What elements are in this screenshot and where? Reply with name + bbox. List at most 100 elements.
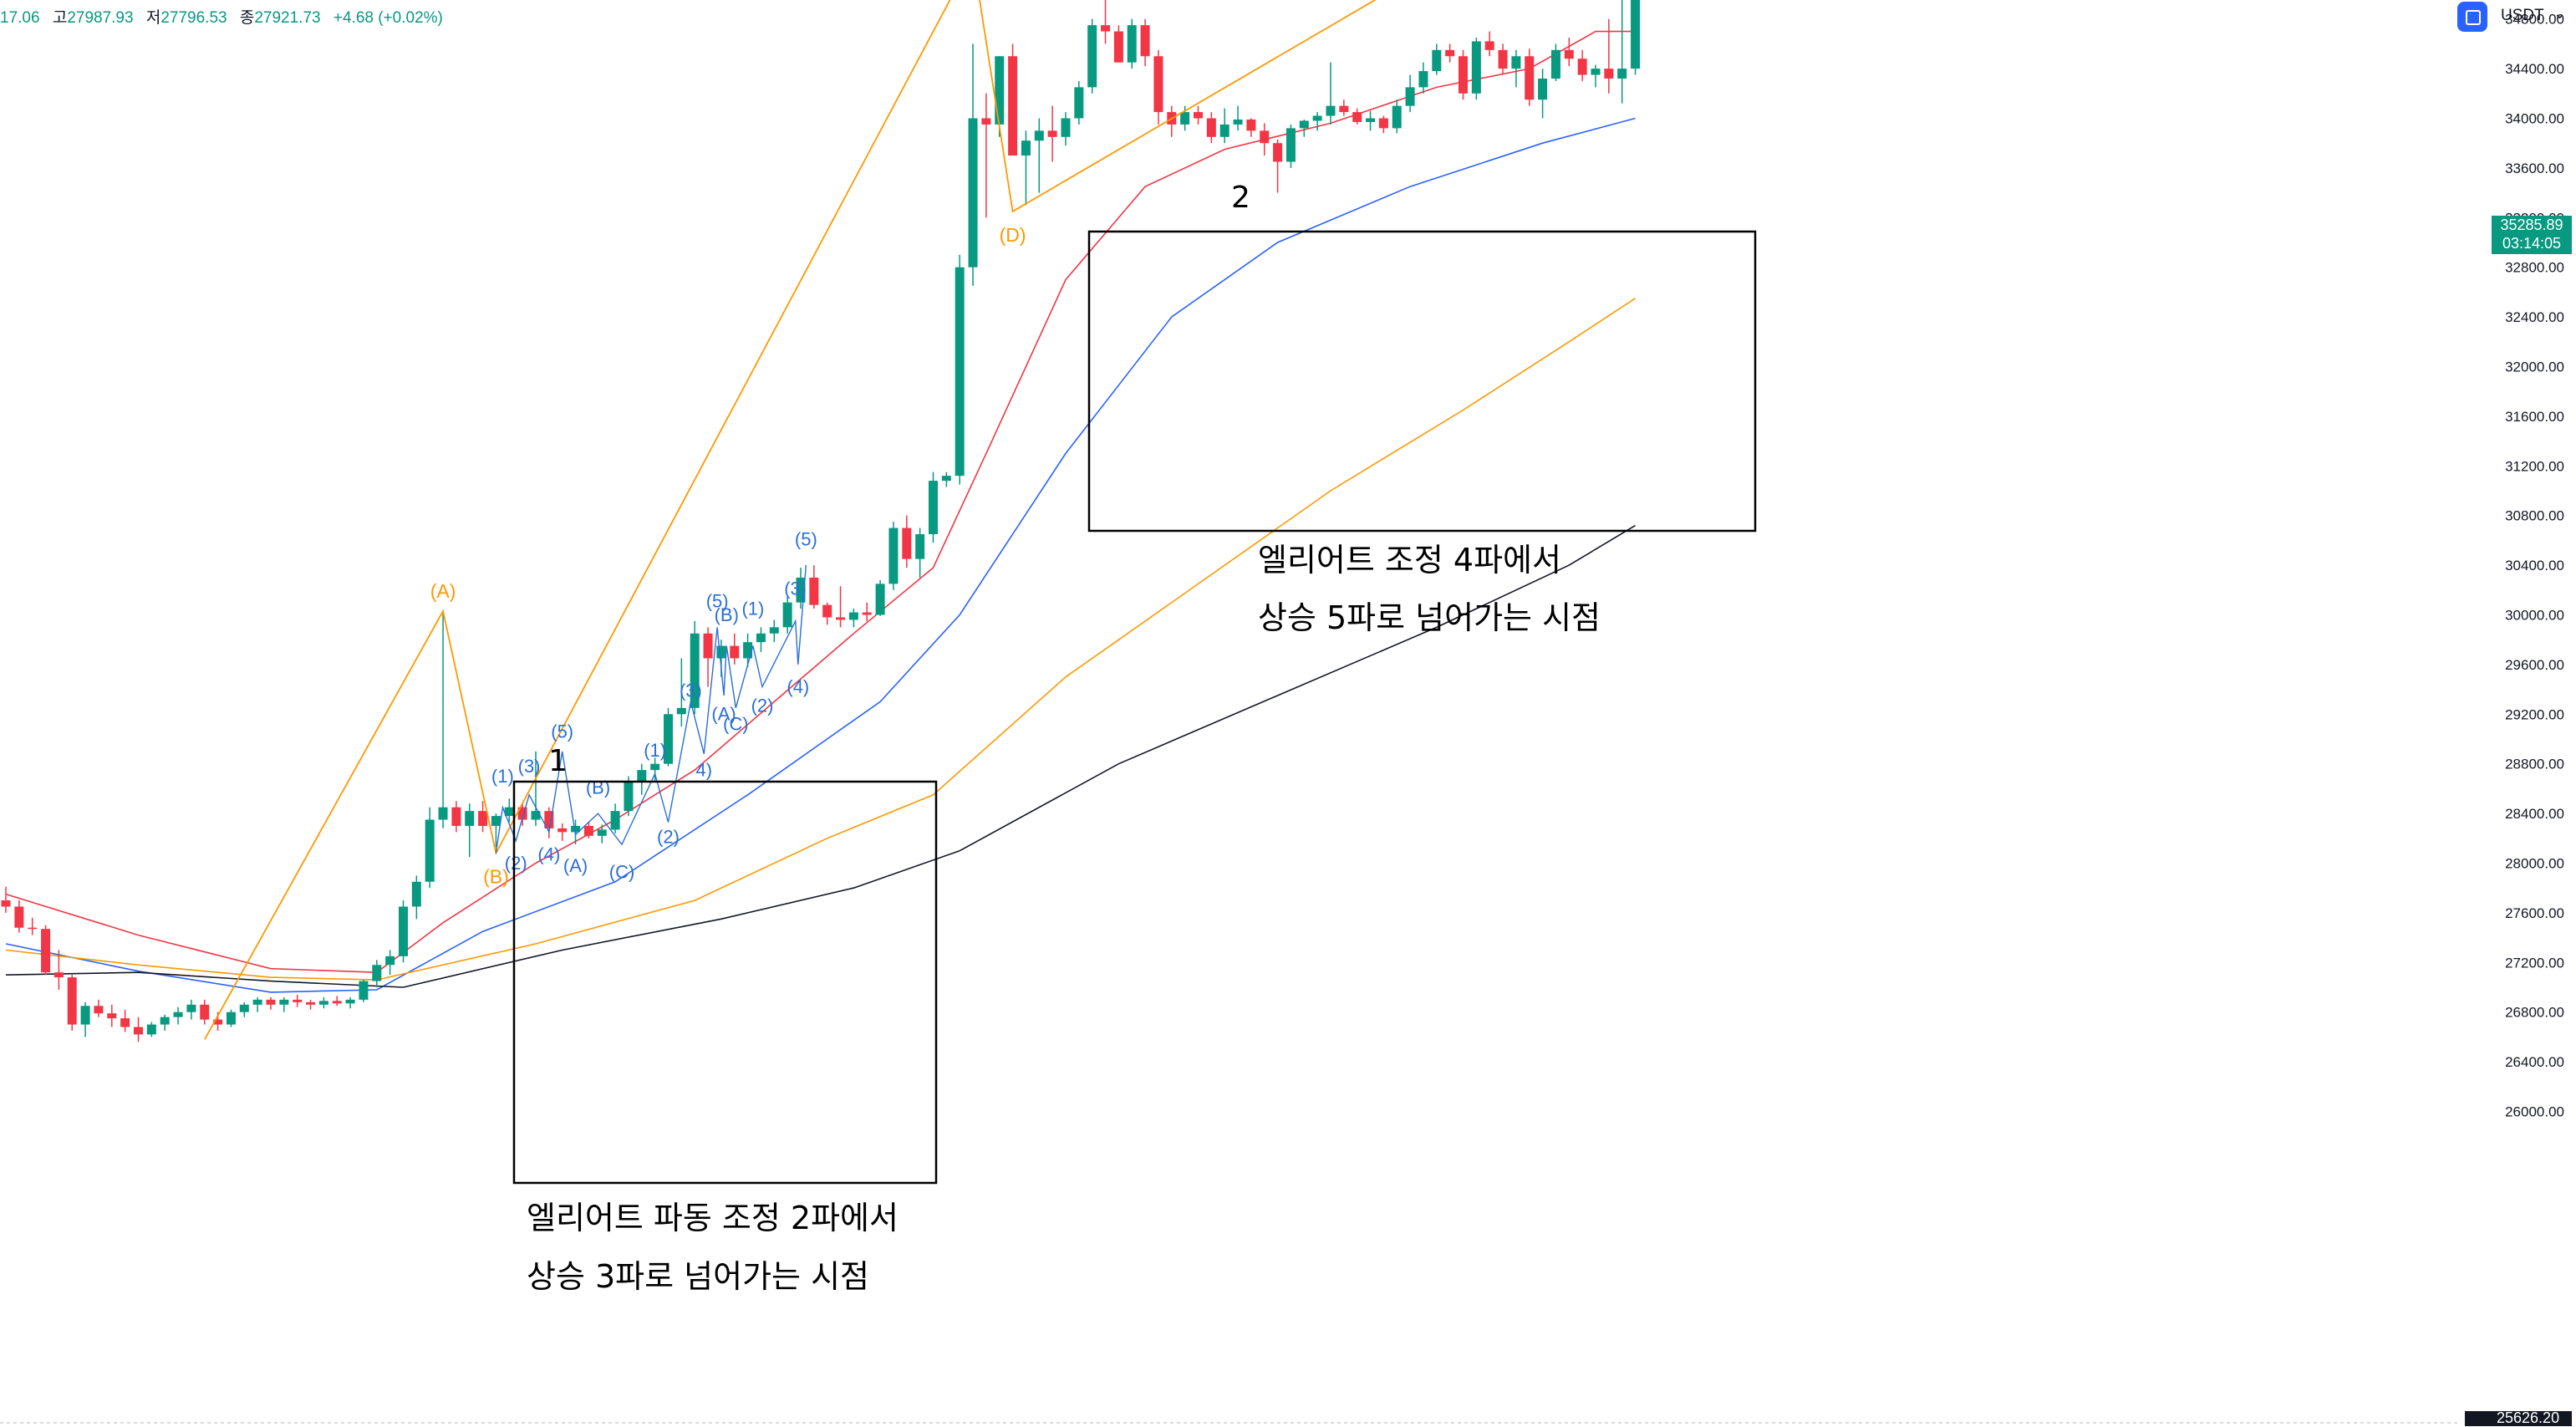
- candle-body: [186, 1004, 196, 1012]
- candle: [1285, 124, 1296, 168]
- candle: [1538, 69, 1548, 119]
- close-label: 종: [239, 9, 255, 27]
- bar-countdown: 03:14:05: [2502, 235, 2562, 252]
- candle-body: [1233, 119, 1243, 125]
- candle-body: [1511, 56, 1521, 69]
- box-1-number: 1: [548, 744, 568, 778]
- candle-body: [173, 1012, 183, 1017]
- candle: [1498, 43, 1508, 75]
- candle: [1432, 43, 1442, 75]
- candle-body: [399, 906, 408, 956]
- candle-body: [146, 1024, 156, 1035]
- candle: [862, 602, 872, 621]
- candle-body: [385, 956, 395, 966]
- y-tick-label: 31200.00: [2505, 458, 2564, 474]
- blue-wave-label: (2): [751, 695, 774, 716]
- candle: [743, 633, 753, 667]
- candle: [252, 996, 262, 1012]
- currency-toggle-button[interactable]: [2457, 2, 2487, 32]
- candle: [465, 803, 475, 858]
- y-tick-label: 28800.00: [2505, 757, 2564, 772]
- orange-wave-label: (B): [483, 866, 509, 888]
- candle: [1312, 112, 1322, 131]
- candle: [1061, 112, 1071, 146]
- candle-body: [1021, 140, 1031, 156]
- y-tick-label: 30000.00: [2505, 608, 2564, 624]
- blue-wave-label: 4): [696, 760, 713, 781]
- candle: [41, 925, 51, 976]
- candle-body: [583, 825, 593, 836]
- candle-body: [1260, 130, 1270, 144]
- candle-body: [53, 972, 64, 978]
- blue-wave-label: (4): [787, 676, 809, 697]
- y-tick-label: 32400.00: [2505, 309, 2564, 325]
- candle-body: [1, 900, 11, 907]
- candle: [664, 707, 673, 767]
- candle-body: [968, 118, 978, 268]
- blue-wave-line: [495, 565, 807, 854]
- candle-body: [306, 1001, 316, 1005]
- candle: [902, 515, 912, 568]
- candle-body: [359, 981, 369, 1000]
- candle: [730, 633, 740, 665]
- blue-wave-label: (1): [491, 766, 514, 787]
- candle-body: [1459, 56, 1468, 94]
- candle-body: [915, 533, 925, 559]
- y-tick-label: 27600.00: [2505, 905, 2564, 921]
- y-tick-label: 30800.00: [2505, 508, 2564, 524]
- candle-body: [107, 1013, 117, 1019]
- candle-body: [226, 1012, 236, 1025]
- candle: [28, 917, 38, 935]
- candle: [1101, 0, 1111, 44]
- candle: [676, 658, 686, 727]
- candle: [94, 999, 104, 1017]
- candle: [293, 994, 303, 1007]
- candle: [1604, 18, 1614, 94]
- candle: [1180, 105, 1190, 131]
- candle-body: [1591, 69, 1601, 75]
- blue-wave-label: (B): [586, 777, 610, 798]
- y-tick-label: 34800.00: [2505, 12, 2564, 28]
- candle: [769, 619, 779, 643]
- candle: [1326, 62, 1336, 125]
- candle-body: [1127, 25, 1137, 63]
- candle-body: [1378, 118, 1388, 129]
- candle: [941, 471, 951, 487]
- candle: [1047, 105, 1057, 162]
- candle-body: [1074, 87, 1084, 119]
- blue-wave-label: (2): [505, 853, 527, 874]
- candle-body: [318, 1001, 328, 1005]
- candle: [399, 900, 408, 963]
- candle: [915, 527, 925, 578]
- candle: [610, 803, 620, 833]
- currency-label[interactable]: USDT: [2501, 7, 2544, 24]
- candle-body: [676, 707, 686, 715]
- candle-body: [1538, 78, 1548, 100]
- candle: [438, 611, 448, 828]
- candle: [425, 807, 435, 889]
- chevron-down-icon[interactable]: ⌄: [2553, 5, 2567, 23]
- y-tick-label: 32800.00: [2505, 260, 2564, 276]
- candle-body: [796, 577, 806, 603]
- candle: [53, 950, 64, 990]
- candle-body: [597, 829, 607, 836]
- candle-body: [1392, 105, 1402, 129]
- candle: [67, 975, 77, 1031]
- candle: [279, 996, 289, 1012]
- candle: [186, 999, 196, 1020]
- last-price-tag: 35285.89 03:14:05: [2492, 216, 2572, 254]
- y-tick-label: 34000.00: [2505, 111, 2564, 127]
- crosshair-price-tag: 25626.20: [2465, 1409, 2572, 1426]
- candle: [968, 43, 978, 286]
- candle: [836, 586, 846, 628]
- candle-body: [1339, 105, 1349, 113]
- candle: [200, 999, 210, 1025]
- candle: [411, 875, 421, 920]
- blue-wave-label: (3): [518, 756, 541, 777]
- candle-body: [743, 642, 753, 659]
- candle: [1631, 0, 1641, 75]
- candle: [146, 1022, 156, 1037]
- candle-body: [1604, 69, 1614, 79]
- blue-wave-label: (C): [609, 861, 635, 882]
